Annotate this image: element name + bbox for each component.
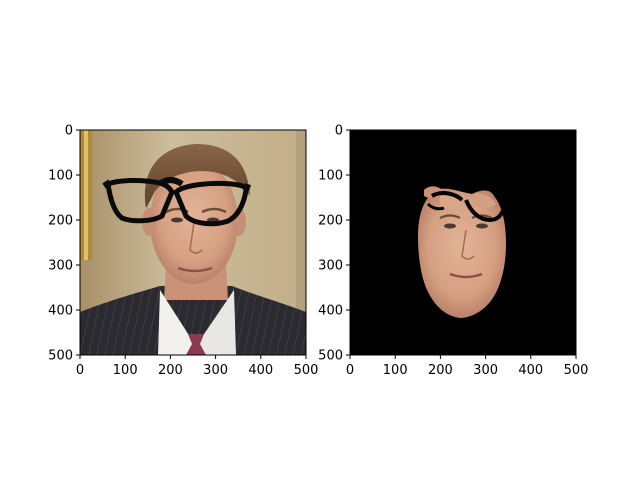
left-x-tick-label: 400 [248, 363, 273, 378]
left-x-tick-label: 100 [113, 363, 138, 378]
right-y-tick-label: 100 [318, 169, 343, 184]
right-mask-image [350, 130, 576, 355]
left-x-tick-label: 300 [203, 363, 228, 378]
right-x-tick-label: 400 [518, 363, 543, 378]
left-y-tick-label: 500 [48, 349, 73, 364]
left-y-tick-label: 400 [48, 304, 73, 319]
left-x-tick-label: 0 [76, 363, 84, 378]
right-x-tick-label: 100 [383, 363, 408, 378]
right-x-tick-label: 200 [428, 363, 453, 378]
right-x-tick-label: 0 [346, 363, 354, 378]
left-y-tick-label: 200 [48, 214, 73, 229]
left-y-tick-label: 300 [48, 259, 73, 274]
eyeglasses-overlay [102, 177, 251, 227]
right-y-tick-label: 0 [335, 124, 343, 139]
left-x-tick-label: 500 [294, 363, 319, 378]
left-y-tick-label: 0 [65, 124, 73, 139]
right-x-tick-label: 300 [473, 363, 498, 378]
right-y-tick-label: 400 [318, 304, 343, 319]
left-axes-frame [79, 129, 307, 356]
left-y-tick-label: 100 [48, 169, 73, 184]
right-axes-frame [349, 129, 577, 356]
left-x-tick-label: 200 [158, 363, 183, 378]
right-x-tick-label: 500 [564, 363, 589, 378]
right-y-tick-label: 300 [318, 259, 343, 274]
right-y-tick-label: 500 [318, 349, 343, 364]
right-y-tick-label: 200 [318, 214, 343, 229]
left-photo-image [80, 130, 306, 355]
